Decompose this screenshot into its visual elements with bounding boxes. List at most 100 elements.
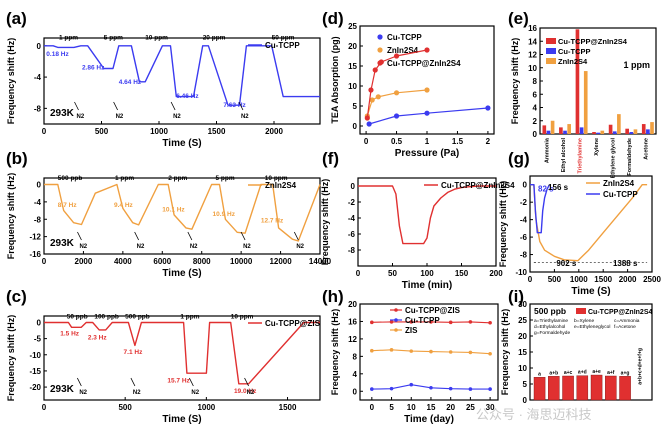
x-tick-label: 25	[466, 403, 475, 412]
x-axis-label: Time (S)	[162, 138, 201, 149]
n2-arrow	[240, 231, 246, 241]
annotation: 10 ppm	[265, 175, 288, 182]
y-tick-label: 16	[528, 24, 537, 33]
legend-label: Cu-TCPP@ZnIn2S4	[588, 309, 652, 316]
annotation: 1 ppm	[180, 314, 199, 321]
temperature-label: 293K	[50, 238, 75, 249]
annotation: 5 ppm	[216, 175, 235, 182]
legend-label: ZnIn2S4	[603, 179, 635, 188]
n2-label: N2	[247, 390, 255, 396]
x-tick-label: 14000	[309, 257, 332, 266]
category-label: a	[538, 371, 541, 377]
y-tick-label: 20	[518, 332, 527, 341]
annotation: 50 ppm	[272, 35, 295, 42]
annotation: 10 ppm	[231, 314, 254, 321]
series-line-ZnIn2S4	[44, 183, 321, 242]
x-tick-label: 1500	[279, 403, 297, 412]
x-tick-label: 1000	[150, 127, 168, 136]
y-tick-label: 0	[523, 396, 528, 405]
n2-arrow	[113, 101, 118, 111]
data-point	[488, 320, 492, 325]
mixture-key: b=Xylene	[574, 318, 594, 324]
mixture-key: a=Triethylamine	[534, 318, 568, 324]
n2-arrow	[130, 377, 136, 387]
annotation: 50 ppb	[67, 314, 88, 321]
y-tick-label: -8	[34, 104, 42, 113]
x-tick-label: 2	[486, 137, 491, 146]
legend-label: Cu-TCPP	[558, 47, 591, 56]
annotation: 1388 s	[613, 259, 638, 268]
y-tick-label: 0	[351, 182, 356, 191]
legend-label: Cu-TCPP	[405, 316, 440, 325]
n2-label: N2	[79, 390, 87, 396]
y-tick-label: 0	[37, 181, 42, 190]
data-point	[448, 386, 453, 391]
bar	[641, 124, 646, 134]
n2-arrow	[189, 377, 194, 387]
annotation: 500 ppb	[58, 175, 83, 182]
data-point	[429, 320, 433, 324]
panel-i: (i) 0 5 10 15 20 25 30 Frequency shift (Hz) a a+b a…	[500, 287, 653, 405]
panel-d: (d) 0 5 10 15 20 25 0 0.5 1 1.5 2 Pressure (Pa) TEA A…	[322, 9, 495, 159]
bar	[605, 375, 617, 401]
y-tick-label: -8	[34, 215, 42, 224]
y-tick-label: 10	[518, 364, 527, 373]
x-tick-label: 1	[425, 137, 430, 146]
annotation: 5 ppm	[104, 35, 123, 42]
legend-marker	[394, 308, 398, 312]
data-point	[370, 387, 374, 391]
x-tick-label: 0	[356, 269, 361, 278]
data-point	[448, 320, 453, 325]
annotation: 10 ppm	[145, 35, 168, 42]
data-point	[370, 348, 374, 353]
y-tick-label: -5	[34, 335, 42, 344]
legend-marker	[377, 34, 383, 40]
x-tick-label: 200	[489, 269, 503, 278]
panel-g: (g)0-2-4-6-8-100 500 1000 1500 2000 2500Time …	[498, 149, 661, 297]
n2-arrow	[238, 101, 244, 111]
n2-label: N2	[243, 244, 251, 250]
n2-arrow	[244, 377, 249, 387]
bar	[567, 124, 571, 134]
category-label: Ethyl alcohol	[561, 138, 567, 173]
mixture-key: f=Acetone	[614, 324, 636, 330]
category-label: a+c	[564, 370, 573, 376]
bar	[612, 131, 617, 134]
bar	[600, 130, 605, 134]
y-tick-label: -4	[348, 214, 356, 223]
n2-arrow	[170, 101, 176, 111]
n2-arrow	[76, 377, 82, 387]
annotation: 1 ppm	[115, 175, 134, 182]
y-tick-label: -12	[29, 233, 41, 242]
x-axis-label: Time (S)	[162, 414, 201, 425]
fit-line-Cu-TCPP	[368, 107, 488, 125]
y-tick-label: 25	[348, 22, 357, 31]
x-axis-label: Time (day)	[404, 414, 454, 425]
legend-swatch	[546, 58, 556, 64]
x-tick-label: 0	[42, 403, 47, 412]
x-tick-label: 500	[548, 275, 562, 284]
bar	[562, 375, 574, 401]
y-tick-label: 16	[348, 317, 357, 326]
legend-label: ZnIn2S4	[265, 181, 297, 190]
bar	[608, 124, 613, 134]
n2-label: N2	[79, 244, 87, 250]
y-tick-label: 0	[523, 181, 528, 190]
legend-swatch	[546, 38, 556, 44]
mixture-key: d=Ethylalcohol	[534, 324, 565, 330]
y-tick-label: 5	[523, 380, 528, 389]
data-point	[375, 94, 381, 100]
y-tick-label: -4	[34, 73, 42, 82]
legend-label: Cu-TCPP@ZnIn2S4	[441, 181, 515, 190]
y-tick-label: 4	[533, 104, 538, 113]
data-point	[488, 387, 492, 391]
bar	[596, 132, 600, 134]
annotation: 19.0 Hz	[234, 388, 257, 395]
x-tick-label: 30	[486, 403, 495, 412]
y-tick-label: 10	[528, 64, 537, 73]
x-tick-label: 2000	[619, 275, 637, 284]
legend-label: Cu-TCPP	[387, 33, 422, 42]
x-tick-label: 500	[118, 403, 132, 412]
mixture-key: e=Ethyleneglycol	[574, 324, 610, 330]
y-tick-label: 0	[37, 318, 42, 327]
